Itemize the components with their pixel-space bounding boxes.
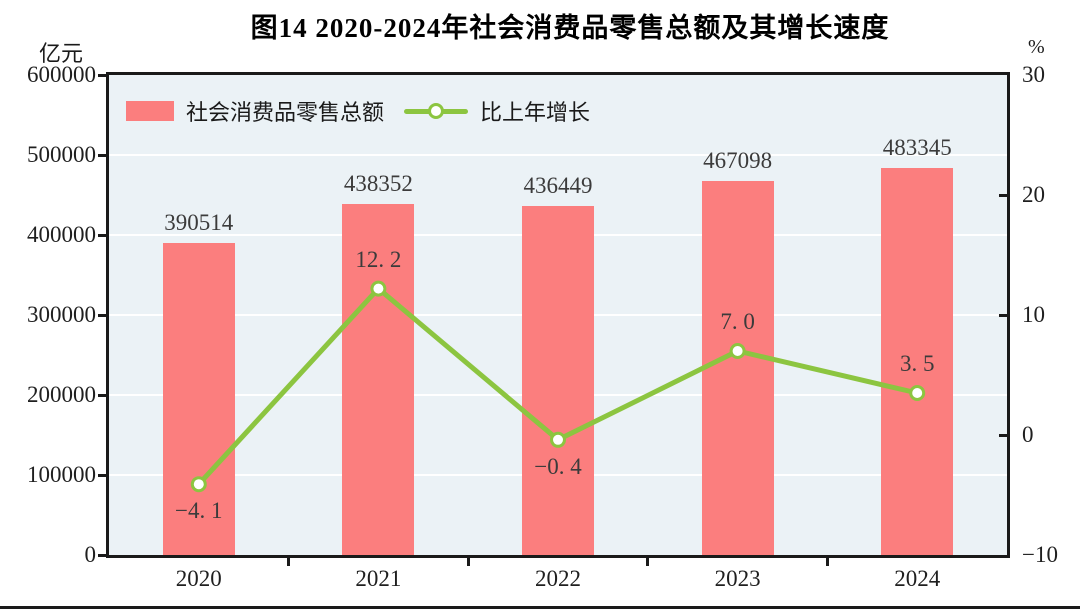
y-axis-left-tick-label: 300000 xyxy=(27,302,96,327)
bar-series-legend-swatch xyxy=(126,101,174,121)
y-axis-right-tick-label: −10 xyxy=(1022,542,1058,567)
plot-gridline xyxy=(109,154,1007,156)
y-axis-right-tick-label: 10 xyxy=(1022,302,1045,327)
growth-point-marker xyxy=(550,431,566,448)
growth-point-marker xyxy=(729,343,746,359)
y-axis-left-tick-label: 500000 xyxy=(27,142,96,167)
chart-title: 图14 2020-2024年社会消费品零售总额及其增长速度 xyxy=(250,13,890,43)
y-axis-right-tick-label: 20 xyxy=(1022,182,1045,207)
y-axis-left-tick xyxy=(98,313,106,317)
line-series-legend-label: 比上年增长 xyxy=(480,100,591,125)
x-axis-category-label: 2024 xyxy=(894,566,941,591)
chart-legend: 社会消费品零售总额 比上年增长 xyxy=(126,97,590,125)
x-axis-category-label: 2021 xyxy=(355,566,402,591)
x-axis-category-label: 2020 xyxy=(175,566,222,591)
y-axis-right-tick-label: 0 xyxy=(1022,422,1034,447)
y-axis-left-tick xyxy=(98,153,106,157)
y-axis-right-inner-tick xyxy=(999,433,1007,437)
bar-value-label: 483345 xyxy=(882,135,952,161)
y-axis-left-tick-label: 0 xyxy=(84,542,97,567)
growth-point-marker xyxy=(909,385,926,401)
growth-value-label: −4. 1 xyxy=(175,498,223,524)
bar-2021 xyxy=(342,204,415,555)
x-axis-boundary-tick xyxy=(646,558,650,566)
x-axis-category-label: 2023 xyxy=(714,566,761,591)
growth-value-label: −0. 4 xyxy=(534,453,582,479)
bar-value-label: 467098 xyxy=(703,148,773,174)
x-axis-boundary-tick xyxy=(466,558,470,566)
bar-2023 xyxy=(701,181,774,555)
y-axis-left-tick-label: 600000 xyxy=(27,62,96,87)
right-axis-unit-label: % xyxy=(1028,36,1045,58)
y-axis-left-tick xyxy=(98,473,106,477)
growth-value-label: 3. 5 xyxy=(899,351,935,376)
bar-2022 xyxy=(522,205,594,555)
y-axis-left-tick-label: 100000 xyxy=(27,462,96,487)
y-axis-left-tick xyxy=(98,553,106,557)
bar-2024 xyxy=(881,168,954,555)
bar-value-label: 438352 xyxy=(343,171,413,197)
y-axis-right-inner-tick xyxy=(999,193,1007,197)
growth-line-layer xyxy=(190,280,926,493)
legend-circle-marker-icon xyxy=(428,103,445,119)
x-axis-category-label: 2022 xyxy=(535,566,581,591)
figure-bottom-border xyxy=(0,606,1080,609)
bar-2020 xyxy=(162,242,235,555)
x-axis-boundary-tick xyxy=(287,558,291,566)
bar-series-legend-label: 社会消费品零售总额 xyxy=(186,100,385,125)
growth-point-marker xyxy=(370,280,387,297)
x-axis-boundary-tick xyxy=(825,558,829,566)
growth-value-label: 7. 0 xyxy=(720,309,755,334)
left-axis-unit-label: 亿元 xyxy=(38,41,83,66)
y-axis-right-inner-tick xyxy=(999,313,1007,317)
bar-value-label: 390514 xyxy=(164,209,234,235)
y-axis-left-tick xyxy=(98,393,106,397)
y-axis-left-tick-label: 200000 xyxy=(27,382,96,407)
growth-value-label: 12. 2 xyxy=(355,246,402,272)
y-axis-left-tick-label: 400000 xyxy=(27,222,96,247)
bar-value-label: 436449 xyxy=(523,172,593,198)
y-axis-left-tick xyxy=(98,233,106,237)
y-axis-right-tick-label: 30 xyxy=(1022,62,1045,87)
growth-point-marker xyxy=(190,476,207,493)
line-series-legend-marker xyxy=(404,101,469,121)
y-axis-left-tick xyxy=(98,73,106,77)
